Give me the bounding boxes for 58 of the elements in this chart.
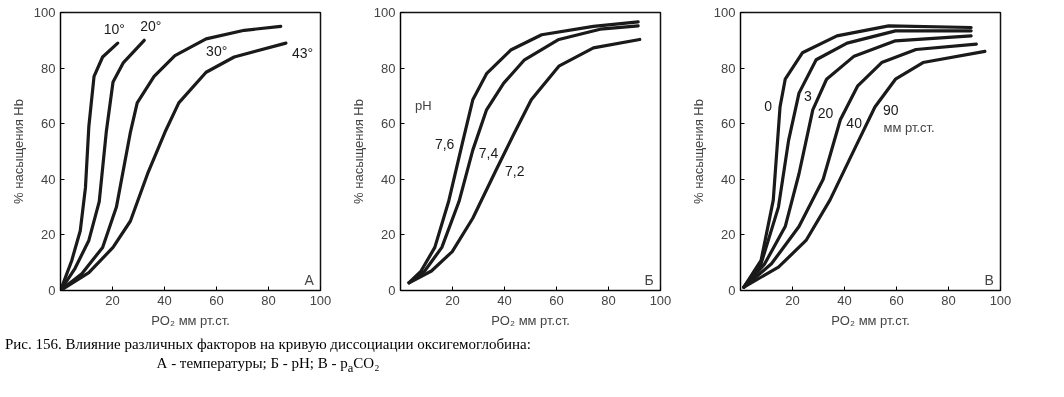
text: А - температуры; Б - pH; В - p$_{a}$CO₂ [156, 354, 380, 375]
y-tick-label: 100 [373, 5, 396, 20]
series-label: 0 [764, 98, 773, 115]
x-tick-label: 100 [989, 292, 1012, 308]
x-tick-label: 60 [209, 292, 224, 308]
y-axis-title: % насыщения Hb [690, 99, 706, 204]
series-label: 7,4 [478, 145, 499, 162]
y-tick-label: 60 [41, 116, 56, 132]
y-tick-label: 20 [381, 227, 396, 243]
text: Рис. 156. Влияние различных факторов на кривую диссоциации оксигемоглобина: [5, 336, 531, 352]
y-tick-label: 100 [713, 5, 736, 20]
y-tick-label: 0 [48, 283, 56, 298]
annotation: В [984, 271, 994, 288]
y-tick-label: 0 [388, 283, 396, 298]
y-tick-label: 60 [721, 116, 736, 132]
annotation: Б [644, 271, 654, 288]
series-label: 30° [206, 42, 228, 59]
x-tick-label: 80 [601, 292, 616, 308]
x-tick-label: 40 [837, 292, 852, 308]
x-tick-label: 100 [309, 292, 332, 308]
x-tick-label: 40 [157, 292, 172, 308]
series-label: 10° [103, 21, 125, 38]
y-axis-title: % насыщения Hb [350, 99, 366, 204]
x-tick-label: 20 [105, 292, 120, 308]
x-tick-label: 80 [261, 292, 276, 308]
y-tick-label: 80 [721, 60, 736, 76]
series-label: 90 [882, 102, 899, 119]
x-tick-label: 100 [649, 292, 672, 308]
x-tick-label: 20 [785, 292, 800, 308]
y-tick-label: 20 [41, 227, 56, 243]
series-label: 20 [817, 104, 834, 121]
x-tick-label: 40 [497, 292, 512, 308]
annotation: А [304, 271, 315, 288]
y-tick-label: 80 [41, 60, 56, 76]
y-tick-label: 80 [381, 60, 396, 76]
series-label: 3 [804, 88, 812, 105]
series-label: 20° [140, 18, 162, 35]
annotation: pH [415, 97, 432, 113]
x-axis-title: PO₂ мм рт.ст. [151, 312, 230, 328]
y-tick-label: 20 [721, 227, 736, 243]
series-label: 40 [846, 114, 863, 131]
series-label: 43° [291, 45, 314, 62]
series-label: 7,2 [504, 163, 525, 180]
x-tick-label: 60 [549, 292, 564, 308]
y-tick-label: 0 [728, 283, 736, 298]
x-tick-label: 80 [941, 292, 956, 308]
x-tick-label: 60 [889, 292, 904, 308]
series-label: 7,6 [434, 136, 455, 153]
y-tick-label: 40 [41, 171, 56, 187]
x-tick-label: 20 [445, 292, 460, 308]
y-tick-label: 40 [381, 171, 396, 187]
x-axis-title: PO₂ мм рт.ст. [831, 312, 910, 328]
annotation: мм рт.ст. [883, 119, 935, 135]
y-tick-label: 60 [381, 116, 396, 132]
y-tick-label: 100 [33, 5, 56, 20]
y-tick-label: 40 [721, 171, 736, 187]
x-axis-title: PO₂ мм рт.ст. [491, 312, 570, 328]
y-axis-title: % насыщения Hb [10, 99, 26, 204]
